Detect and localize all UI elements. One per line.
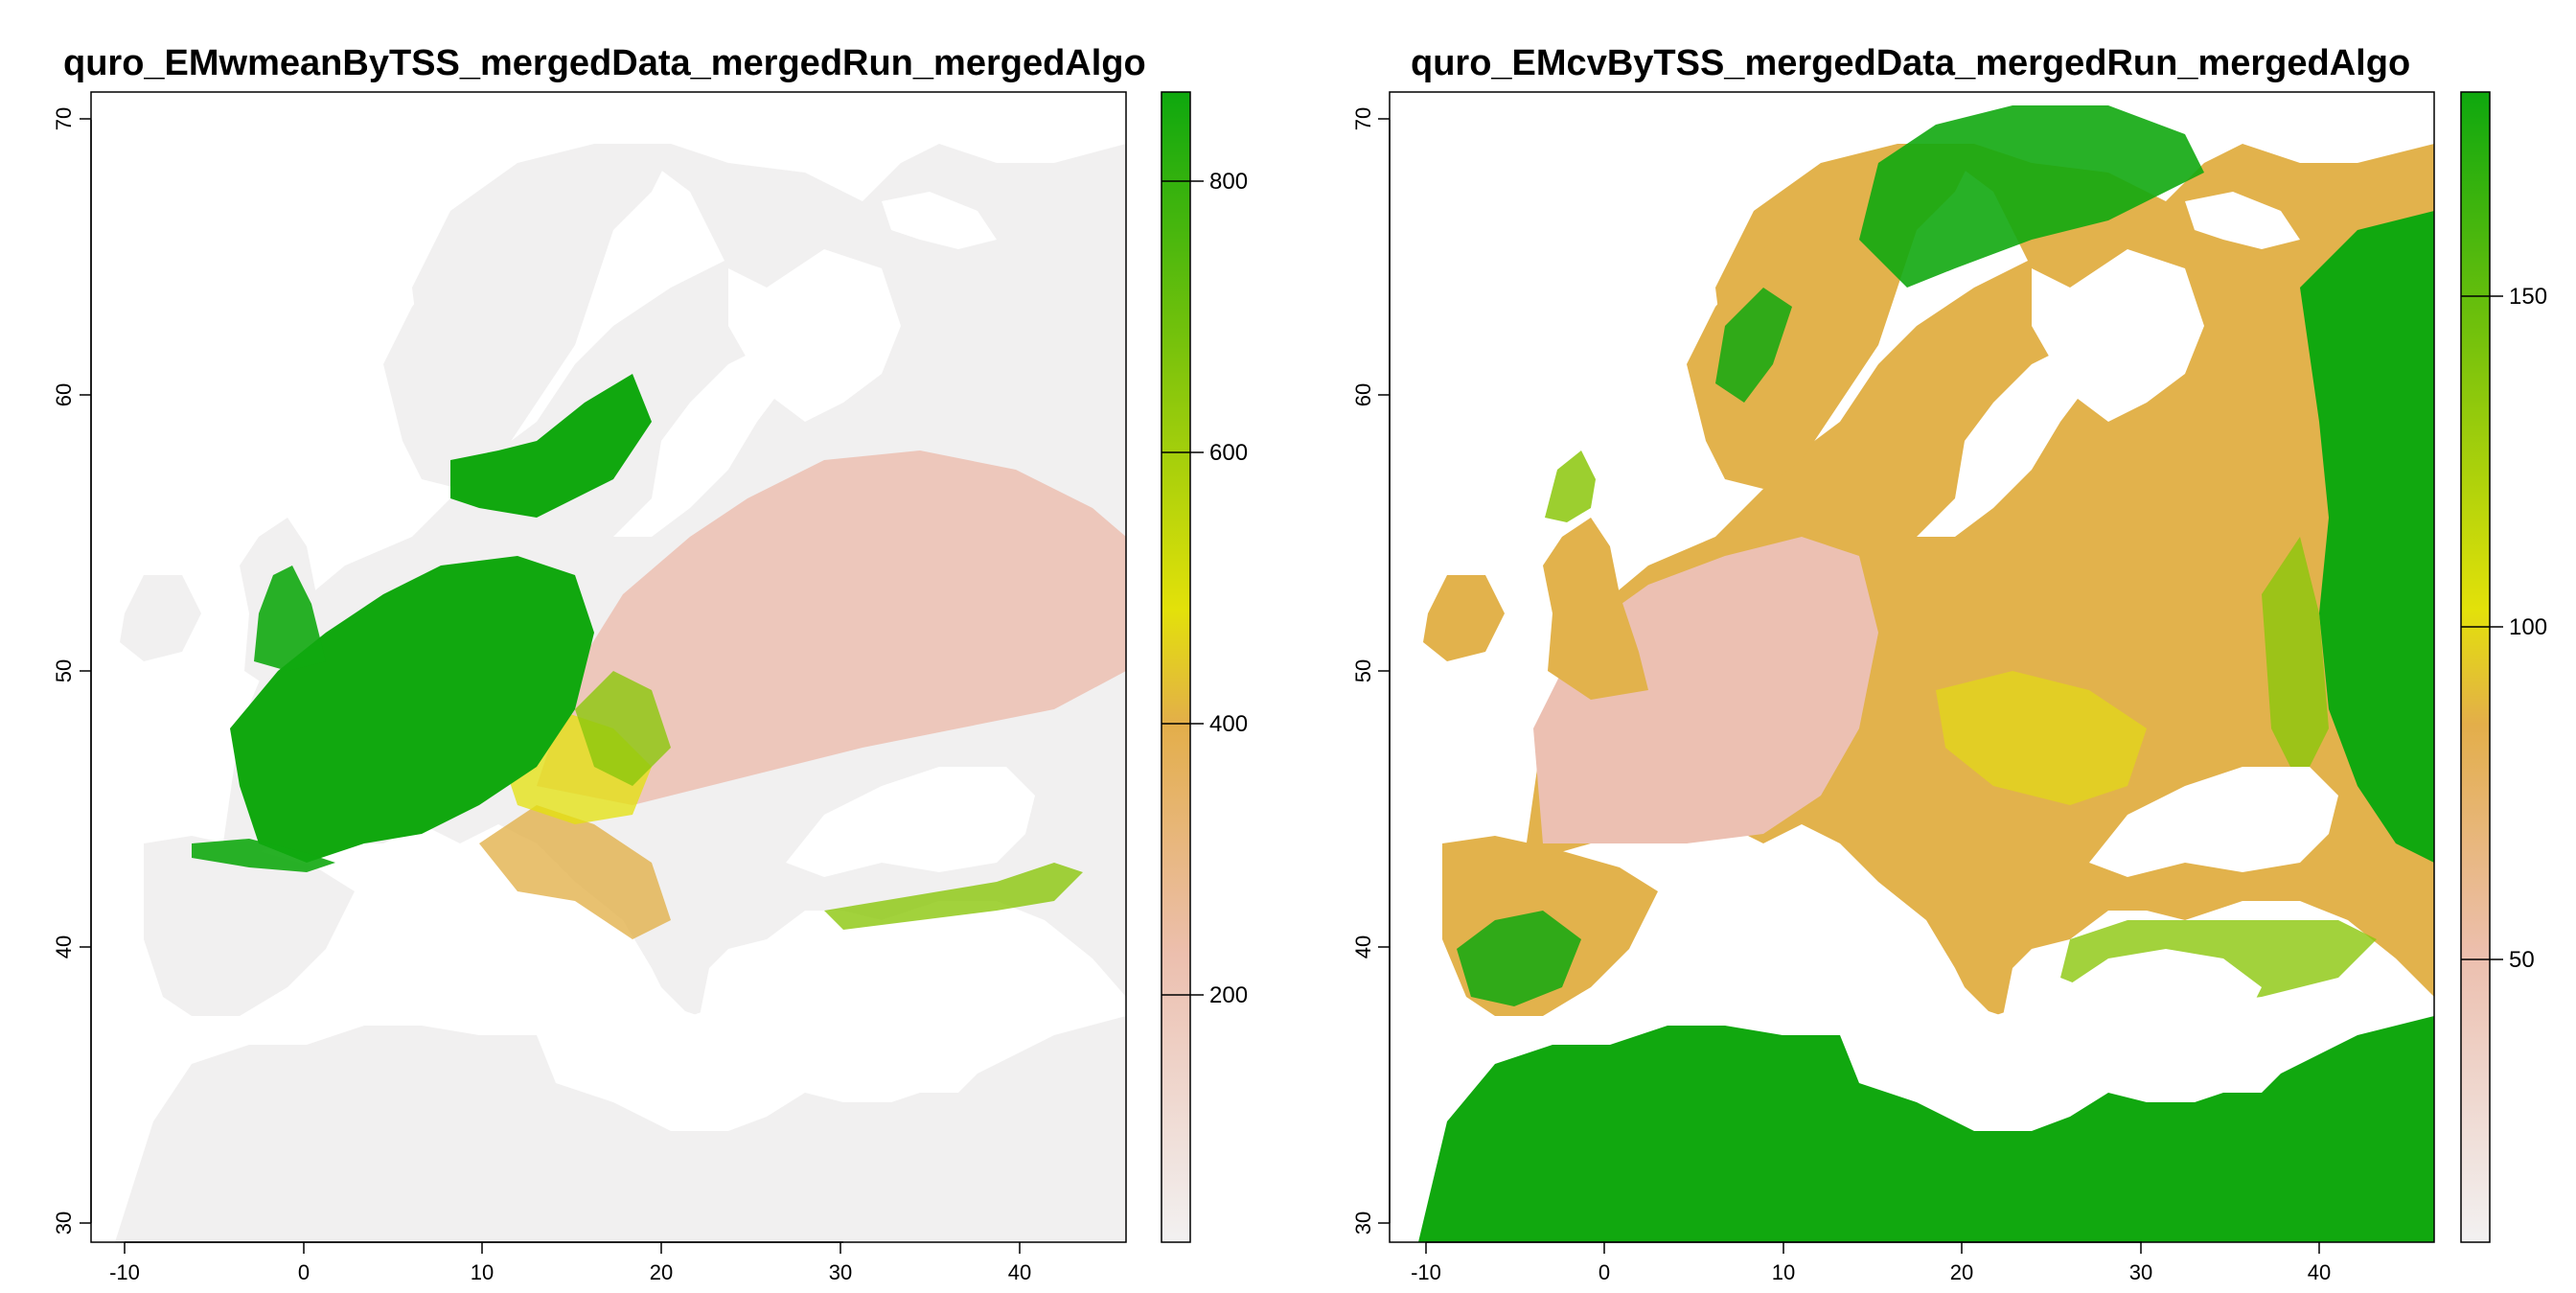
black-sea	[786, 767, 1035, 877]
legend-tick-label: 150	[2509, 284, 2547, 310]
y-tick-label: 30	[1351, 1212, 1375, 1235]
x-tick-label: 30	[2129, 1260, 2152, 1284]
legend-tick-label: 600	[1209, 440, 1248, 466]
scandinavia-landmass	[383, 144, 671, 489]
y-tick-label: 70	[52, 107, 76, 130]
black-sea	[2089, 767, 2338, 877]
green-caucasus-band	[824, 863, 1083, 930]
x-tick-label: 20	[650, 1260, 673, 1284]
x-axis: -10 0 10 20 30 40	[109, 1241, 1031, 1284]
north-africa-landmass	[1418, 1016, 2434, 1242]
legend-colorbar	[2460, 91, 2491, 1243]
legend-colorbar	[1161, 91, 1191, 1243]
x-tick-label: 10	[1772, 1260, 1795, 1284]
baltic-sea	[1917, 345, 2089, 537]
panel-right: quro_EMcvByTSS_mergedData_mergedRun_merg…	[1351, 43, 2547, 1284]
white-sea	[882, 192, 997, 249]
x-tick-label: 10	[471, 1260, 494, 1284]
northern-green-zone	[1859, 105, 2204, 288]
green-baltic-zone	[450, 374, 652, 518]
light-green-east-zone	[2262, 537, 2329, 786]
baltic-sea	[613, 345, 786, 537]
mediterranean-sea	[1620, 911, 2262, 1093]
norway-green-zone	[1715, 288, 1792, 403]
legend-tick-label: 200	[1209, 982, 1248, 1008]
x-tick-label: 40	[1008, 1260, 1031, 1284]
color-legend: 50 100 150	[2460, 91, 2547, 1243]
y-axis: 30 40 50 60 70	[1351, 107, 1391, 1235]
orange-suitability-zone	[479, 805, 671, 939]
legend-tick-label: 50	[2509, 947, 2535, 973]
legend-tick-label: 400	[1209, 711, 1248, 737]
scotland-green-zone	[1545, 450, 1596, 522]
x-tick-label: 40	[2308, 1260, 2331, 1284]
map-area	[91, 92, 1126, 1242]
x-tick-label: -10	[1411, 1260, 1441, 1284]
y-axis: 30 40 50 60 70	[52, 107, 92, 1235]
white-sea	[2185, 192, 2300, 249]
iberia-green-zone	[1457, 911, 1581, 1006]
central-yellow-zone	[1936, 671, 2147, 805]
mediterranean-sea	[316, 911, 958, 1093]
y-tick-label: 60	[1351, 383, 1375, 406]
y-tick-label: 40	[52, 935, 76, 958]
x-tick-label: 20	[1950, 1260, 1973, 1284]
light-green-border-zone	[575, 671, 671, 786]
north-africa-landmass	[115, 1016, 1126, 1242]
x-tick-label: 30	[829, 1260, 852, 1284]
y-tick-label: 40	[1351, 935, 1375, 958]
legend-tick-label: 100	[2509, 614, 2547, 640]
britain-landmass	[1543, 518, 1648, 700]
green-britain-zone	[254, 566, 326, 671]
ireland-landmass	[1423, 575, 1505, 661]
y-tick-label: 70	[1351, 107, 1375, 130]
y-tick-label: 60	[52, 383, 76, 406]
russia-green-zone	[2300, 211, 2434, 863]
panel-title: quro_EMwmeanByTSS_mergedData_mergedRun_m…	[63, 43, 1146, 83]
y-tick-label: 50	[1351, 659, 1375, 682]
x-axis: -10 0 10 20 30 40	[1411, 1241, 2331, 1284]
legend-tick-label: 800	[1209, 169, 1248, 195]
green-spain-band	[192, 839, 335, 872]
iberia-landmass	[144, 836, 355, 1016]
ireland-landmass	[120, 575, 201, 661]
color-legend: 200 400 600 800	[1161, 91, 1248, 1243]
map-area	[1390, 92, 2434, 1242]
panel-left: quro_EMwmeanByTSS_mergedData_mergedRun_m…	[52, 43, 1248, 1284]
y-tick-label: 30	[52, 1212, 76, 1235]
x-tick-label: -10	[109, 1260, 140, 1284]
green-france-zone	[230, 556, 594, 863]
x-tick-label: 0	[1598, 1260, 1610, 1284]
x-tick-label: 0	[298, 1260, 310, 1284]
pink-suitability-zone	[537, 450, 1126, 805]
panel-title: quro_EMcvByTSS_mergedData_mergedRun_merg…	[1411, 43, 2410, 83]
y-tick-label: 50	[52, 659, 76, 682]
